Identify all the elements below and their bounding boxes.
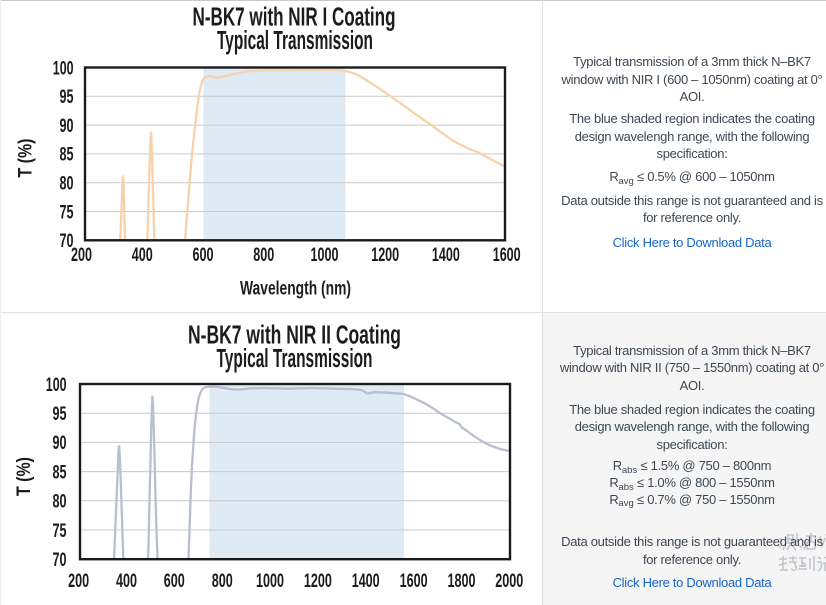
svg-text:1600: 1600 — [400, 571, 428, 592]
svg-text:80: 80 — [60, 174, 74, 195]
svg-text:Typical Transmission: Typical Transmission — [217, 27, 373, 55]
svg-text:75: 75 — [53, 521, 67, 542]
svg-text:200: 200 — [68, 571, 89, 592]
svg-text:1400: 1400 — [432, 245, 460, 266]
svg-text:800: 800 — [253, 245, 274, 266]
svg-text:400: 400 — [132, 245, 153, 266]
svg-text:1800: 1800 — [448, 571, 476, 592]
svg-text:600: 600 — [193, 245, 214, 266]
svg-text:1000: 1000 — [311, 245, 339, 266]
svg-text:1200: 1200 — [304, 571, 332, 592]
svg-text:100: 100 — [53, 58, 74, 79]
svg-text:Wavelength (nm): Wavelength (nm) — [240, 279, 351, 300]
svg-text:T (%): T (%) — [14, 457, 35, 496]
svg-text:N-BK7 with NIR II Coating: N-BK7 with NIR II Coating — [188, 322, 401, 350]
svg-text:70: 70 — [60, 231, 74, 252]
svg-text:90: 90 — [60, 116, 74, 137]
svg-text:100: 100 — [46, 375, 67, 396]
svg-text:1000: 1000 — [256, 571, 284, 592]
svg-text:85: 85 — [60, 145, 74, 166]
svg-text:Typical Transmission: Typical Transmission — [217, 345, 373, 373]
svg-text:600: 600 — [164, 571, 185, 592]
svg-text:2000: 2000 — [495, 571, 523, 592]
svg-text:200: 200 — [71, 245, 92, 266]
svg-text:80: 80 — [53, 492, 67, 513]
svg-text:400: 400 — [116, 571, 137, 592]
svg-text:N-BK7 with NIR I Coating: N-BK7 with NIR I Coating — [193, 4, 396, 32]
svg-text:T (%): T (%) — [16, 139, 37, 178]
svg-text:1200: 1200 — [371, 245, 399, 266]
svg-text:75: 75 — [60, 202, 74, 223]
svg-text:95: 95 — [53, 404, 67, 425]
svg-text:70: 70 — [53, 550, 67, 571]
svg-text:90: 90 — [53, 433, 67, 454]
svg-text:85: 85 — [53, 462, 67, 483]
svg-text:800: 800 — [212, 571, 233, 592]
svg-text:1400: 1400 — [352, 571, 380, 592]
svg-text:1600: 1600 — [493, 245, 521, 266]
svg-text:95: 95 — [60, 87, 74, 108]
